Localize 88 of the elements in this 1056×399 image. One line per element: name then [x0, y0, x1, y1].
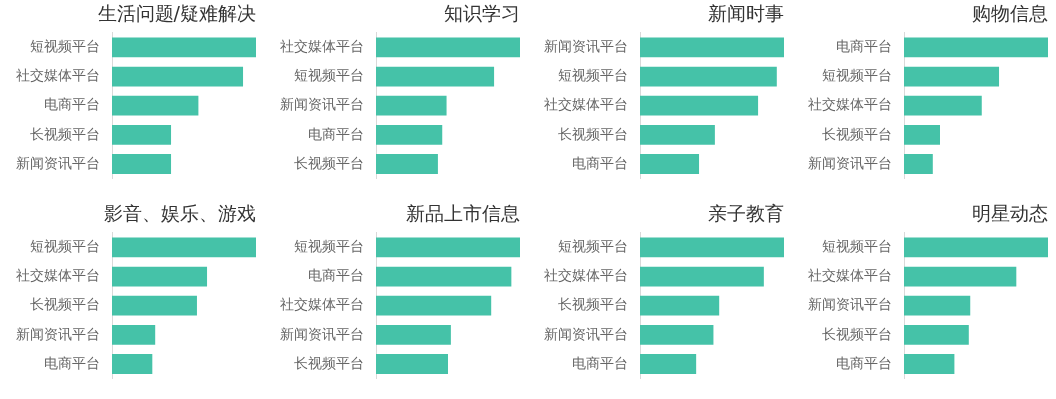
bar: [376, 66, 495, 87]
y-tick-label: 电商平台: [572, 354, 628, 371]
bar: [904, 95, 982, 116]
chart-title: 新闻时事: [708, 2, 784, 25]
chart-title: 新品上市信息: [406, 202, 520, 225]
chart-title: 明星动态: [972, 202, 1048, 225]
bar: [904, 66, 1000, 87]
bar: [376, 295, 492, 316]
y-tick-label: 新闻资讯平台: [544, 38, 628, 55]
y-tick-label: 社交媒体平台: [544, 96, 628, 113]
bar: [640, 95, 759, 116]
y-tick-label: 短视频平台: [822, 67, 892, 84]
y-tick-label: 社交媒体平台: [808, 267, 892, 284]
y-tick-label: 社交媒体平台: [16, 67, 100, 84]
bar: [376, 37, 520, 58]
y-tick-label: 新闻资讯平台: [280, 325, 364, 342]
y-tick-label: 长视频平台: [822, 125, 892, 142]
y-tick-label: 长视频平台: [294, 154, 364, 171]
bar: [904, 295, 971, 316]
y-tick-label: 长视频平台: [30, 296, 100, 313]
bar: [112, 66, 244, 87]
bar: [376, 95, 447, 116]
bar: [376, 324, 451, 345]
y-tick-label: 社交媒体平台: [544, 267, 628, 284]
y-tick-label: 社交媒体平台: [280, 38, 364, 55]
bar: [376, 154, 438, 174]
y-tick-label: 社交媒体平台: [808, 96, 892, 113]
bar: [904, 124, 940, 145]
bar: [640, 124, 715, 145]
chart-title: 生活问题/疑难解决: [97, 2, 256, 25]
bar: [640, 324, 714, 345]
y-tick-label: 短视频平台: [558, 67, 628, 84]
bar: [112, 295, 197, 316]
bar: [376, 266, 512, 287]
chart-title: 知识学习: [444, 2, 520, 25]
y-tick-label: 电商平台: [308, 267, 364, 284]
y-tick-label: 短视频平台: [30, 38, 100, 55]
bar: [904, 154, 933, 174]
bar: [904, 324, 969, 345]
y-tick-label: 电商平台: [44, 96, 100, 113]
y-tick-label: 新闻资讯平台: [280, 96, 364, 113]
bar: [640, 295, 720, 316]
bar: [112, 154, 172, 174]
bar: [112, 95, 199, 116]
y-tick-label: 长视频平台: [558, 296, 628, 313]
bar: [640, 266, 764, 287]
y-tick-label: 电商平台: [836, 38, 892, 55]
bar: [640, 37, 784, 58]
bar: [112, 37, 256, 58]
bar: [112, 237, 256, 258]
bar: [112, 354, 153, 374]
y-tick-label: 电商平台: [572, 154, 628, 171]
bar: [112, 266, 208, 287]
bar: [904, 354, 955, 374]
y-tick-label: 长视频平台: [294, 354, 364, 371]
chart-title: 影音、娱乐、游戏: [104, 202, 256, 225]
y-tick-label: 电商平台: [836, 354, 892, 371]
y-tick-label: 新闻资讯平台: [16, 154, 100, 171]
y-tick-label: 短视频平台: [294, 67, 364, 84]
bar: [904, 37, 1048, 58]
y-tick-label: 新闻资讯平台: [808, 154, 892, 171]
bar: [376, 124, 443, 145]
y-tick-label: 电商平台: [44, 354, 100, 371]
y-tick-label: 短视频平台: [294, 238, 364, 255]
bar: [112, 324, 156, 345]
y-tick-label: 电商平台: [308, 125, 364, 142]
bar: [376, 354, 448, 374]
y-tick-label: 社交媒体平台: [280, 296, 364, 313]
bar: [112, 124, 172, 145]
y-tick-label: 新闻资讯平台: [16, 325, 100, 342]
bar: [640, 237, 784, 258]
y-tick-label: 新闻资讯平台: [544, 325, 628, 342]
bar: [904, 266, 1017, 287]
chart-title: 购物信息: [972, 2, 1048, 25]
y-tick-label: 新闻资讯平台: [808, 296, 892, 313]
y-tick-label: 短视频平台: [30, 238, 100, 255]
chart-title: 亲子教育: [708, 202, 784, 225]
y-tick-label: 长视频平台: [822, 325, 892, 342]
y-tick-label: 短视频平台: [558, 238, 628, 255]
y-tick-label: 社交媒体平台: [16, 267, 100, 284]
bar: [376, 237, 520, 258]
y-tick-label: 短视频平台: [822, 238, 892, 255]
bar: [640, 154, 700, 174]
bar: [640, 66, 777, 87]
y-tick-label: 长视频平台: [558, 125, 628, 142]
bar: [904, 237, 1048, 258]
bar: [640, 354, 697, 374]
y-tick-label: 长视频平台: [30, 125, 100, 142]
